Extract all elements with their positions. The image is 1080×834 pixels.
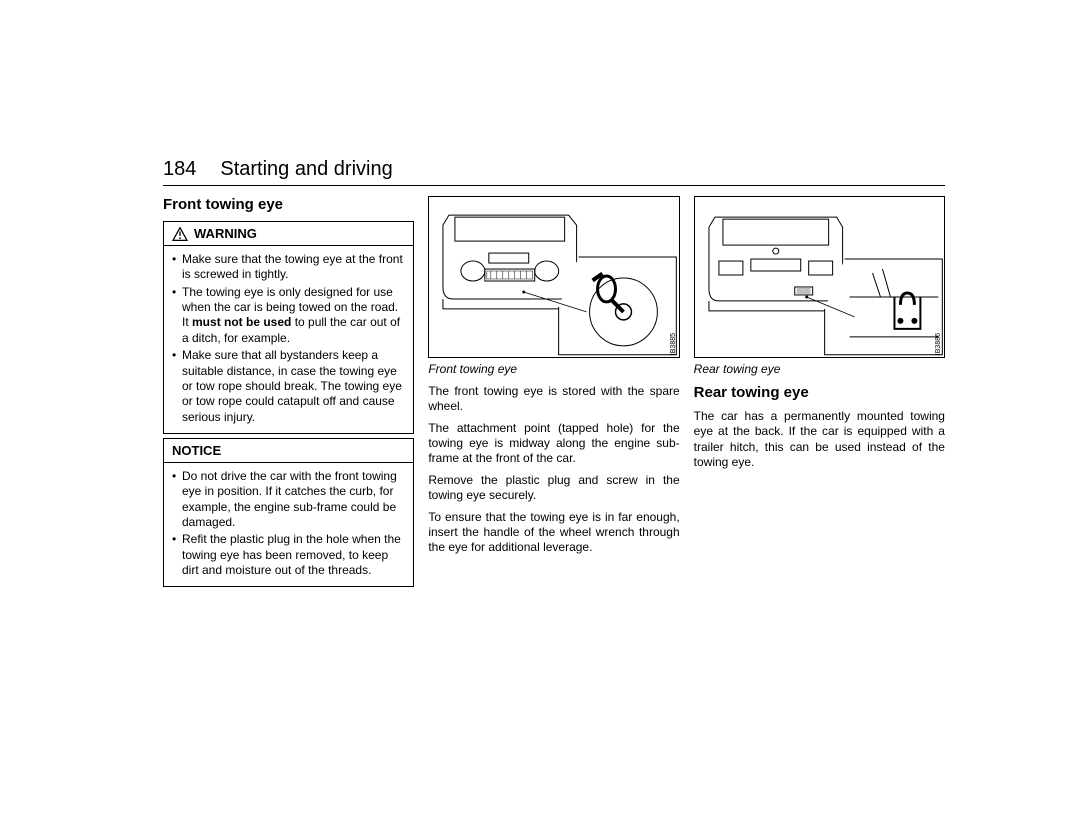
page-number: 184: [163, 158, 196, 181]
notice-label: NOTICE: [172, 443, 221, 458]
manual-page: 184 Starting and driving Front towing ey…: [0, 0, 1080, 834]
chapter-title: Starting and driving: [220, 158, 392, 181]
column-1: Front towing eye WARNING Make sure that …: [163, 196, 414, 591]
rear-figure-caption: Rear towing eye: [694, 362, 945, 376]
rear-car-illustration: [695, 197, 944, 357]
paragraph: The front towing eye is stored with the …: [428, 384, 679, 415]
column-3: IB3886 Rear towing eye Rear towing eye T…: [694, 196, 945, 591]
notice-list: Do not drive the car with the front towi…: [172, 469, 405, 579]
list-item: Refit the plastic plug in the hole when …: [172, 532, 405, 578]
warning-body: Make sure that the towing eye at the fro…: [164, 246, 413, 433]
front-car-illustration: [429, 197, 678, 357]
column-2: IB3885 Front towing eye The front towing…: [428, 196, 679, 591]
paragraph: To ensure that the towing eye is in far …: [428, 510, 679, 556]
rear-towing-eye-figure: IB3886: [694, 196, 945, 358]
notice-header: NOTICE: [164, 439, 413, 463]
front-towing-body-text: The front towing eye is stored with the …: [428, 384, 679, 556]
warning-triangle-icon: [172, 227, 188, 241]
list-item: Make sure that the towing eye at the fro…: [172, 252, 405, 283]
paragraph: Remove the plastic plug and screw in the…: [428, 473, 679, 504]
warning-box: WARNING Make sure that the towing eye at…: [163, 221, 414, 434]
list-item: Make sure that all bystanders keep a sui…: [172, 348, 405, 425]
three-column-layout: Front towing eye WARNING Make sure that …: [163, 196, 945, 591]
figure-id: IB3885: [670, 333, 677, 355]
paragraph: The attachment point (tapped hole) for t…: [428, 421, 679, 467]
warning-header: WARNING: [164, 222, 413, 246]
page-header: 184 Starting and driving: [163, 158, 945, 186]
list-item: Do not drive the car with the front towi…: [172, 469, 405, 530]
paragraph: The car has a permanently mounted towing…: [694, 409, 945, 470]
warning-list: Make sure that the towing eye at the fro…: [172, 252, 405, 425]
rear-towing-body-text: The car has a permanently mounted towing…: [694, 409, 945, 470]
notice-box: NOTICE Do not drive the car with the fro…: [163, 438, 414, 588]
bold-text: must not be used: [192, 315, 291, 329]
front-towing-eye-heading: Front towing eye: [163, 196, 414, 213]
warning-label: WARNING: [194, 226, 257, 241]
figure-id: IB3886: [935, 333, 942, 355]
front-towing-eye-figure: IB3885: [428, 196, 679, 358]
front-figure-caption: Front towing eye: [428, 362, 679, 376]
rear-towing-eye-heading: Rear towing eye: [694, 384, 945, 401]
notice-body: Do not drive the car with the front towi…: [164, 463, 413, 587]
list-item: The towing eye is only designed for use …: [172, 285, 405, 346]
